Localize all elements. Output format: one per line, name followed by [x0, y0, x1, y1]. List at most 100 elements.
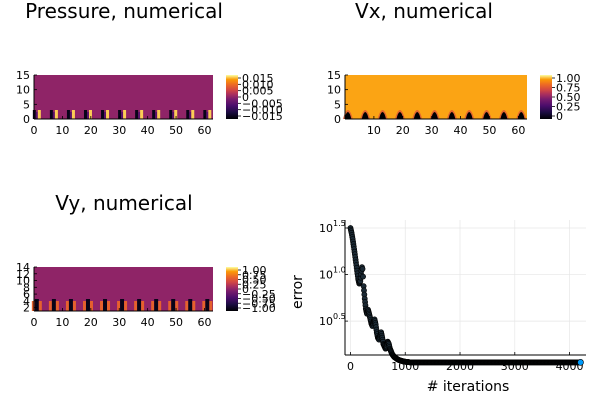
colorbar-tick-label: 0.50 [242, 274, 267, 287]
error-x-tick-label: 0 [347, 360, 354, 373]
vy-low-feature [188, 299, 193, 311]
panel-error: 0 1000 2000 3000 4000 10 1.510 1.010 0.5 # iter… [290, 219, 586, 395]
error-y-tick-exponent: 1.0 [333, 266, 346, 275]
vx-obstacle-feature [431, 112, 439, 119]
vy-low-feature [34, 299, 39, 311]
colorbar-tick-label: −0.25 [242, 288, 276, 301]
y-tick-label: 0 [23, 113, 30, 126]
pressure-mid-feature [189, 112, 192, 119]
vy-high-feature [209, 301, 213, 311]
x-tick-label: 40 [454, 124, 468, 137]
vy-low-feature [103, 299, 108, 311]
vy-high-feature [141, 301, 145, 311]
colorbar-tick-label: 0.75 [556, 82, 581, 95]
pressure-low-feature [203, 110, 207, 119]
vy-high-feature [175, 301, 179, 311]
colorbar-tick-label: 0.25 [556, 101, 581, 114]
pressure-high-feature [174, 110, 178, 119]
error-y-tick-exponent: 0.5 [333, 312, 346, 321]
pressure-mid-feature [206, 112, 209, 119]
vy-low-feature [137, 299, 142, 311]
x-tick-label: 50 [482, 124, 496, 137]
x-tick-label: 0 [31, 316, 38, 329]
pressure-low-feature [83, 110, 87, 119]
pressure-low-feature [49, 110, 53, 119]
x-tick-label: 0 [31, 124, 38, 137]
vy-low-feature [51, 299, 56, 311]
x-tick-label: 40 [141, 124, 155, 137]
x-tick-label: 50 [169, 124, 183, 137]
error-x-label: # iterations [427, 379, 510, 395]
pressure-high-feature [106, 110, 110, 119]
panel-pressure: Pressure, numerical 0 10 20 30 40 50 60 051015… [16, 0, 283, 137]
pressure-mid-feature [121, 112, 124, 119]
error-y-tick-base: 10 [319, 222, 333, 235]
pressure-low-feature [101, 110, 105, 119]
y-tick-label: 4 [23, 295, 30, 308]
vx-obstacle-feature [361, 112, 369, 119]
pressure-low-feature [135, 110, 139, 119]
colorbar-tick-label: 0.50 [556, 91, 581, 104]
pressure-high-feature [54, 110, 58, 119]
pressure-mid-feature [155, 112, 158, 119]
vy-high-feature [151, 301, 155, 311]
pressure-low-feature [66, 110, 70, 119]
pressure-mid-feature [104, 112, 107, 119]
pressure-low-feature [169, 110, 173, 119]
vy-high-feature [117, 301, 121, 311]
colorbar-tick-label: −0.010 [242, 104, 283, 117]
x-tick-label: 50 [169, 316, 183, 329]
x-tick-label: 60 [511, 124, 525, 137]
x-tick-label: 40 [141, 316, 155, 329]
y-tick-label: 14 [16, 261, 30, 274]
colorbar-tick-label: 1.00 [242, 264, 267, 277]
vy-high-feature [31, 301, 35, 311]
pressure-title: Pressure, numerical [25, 0, 223, 23]
vx-heatmap [342, 75, 527, 120]
error-points [347, 225, 584, 366]
vy-high-feature [202, 301, 206, 311]
error-grid [345, 220, 586, 355]
colorbar-tick-label: −0.015 [242, 110, 283, 123]
error-data-point [360, 273, 366, 280]
vx-colorbar: 1.000.750.500.250 [540, 72, 581, 123]
vx-obstacle-feature [344, 112, 352, 119]
vy-high-feature [89, 301, 93, 311]
vx-x-ticks: 10 20 30 40 50 60 [367, 116, 525, 137]
pressure-mid-feature [52, 112, 55, 119]
colorbar-tick-label: 0.015 [242, 72, 274, 85]
pressure-mid-feature [86, 112, 89, 119]
vy-low-feature [85, 299, 90, 311]
vy-low-feature [171, 299, 176, 311]
error-axes-frame [344, 220, 586, 356]
error-y-tick-base: 10 [319, 269, 333, 282]
pressure-high-feature [37, 110, 41, 119]
colorbar-tick-label: −0.005 [242, 97, 283, 110]
pressure-mid-feature [35, 112, 38, 119]
colorbar-tick-label: 0.010 [242, 78, 274, 91]
pressure-y-ticks: 0 510 15 [16, 69, 37, 126]
x-tick-label: 20 [84, 124, 98, 137]
colorbar-gradient [226, 75, 238, 119]
vx-obstacle-feature [483, 112, 491, 119]
pressure-heatmap [32, 75, 213, 120]
pressure-high-feature [88, 110, 92, 119]
vx-title: Vx, numerical [355, 0, 493, 23]
pressure-high-feature [157, 110, 161, 119]
vy-high-feature [100, 301, 104, 311]
colorbar-tick-label: 0 [242, 91, 249, 104]
vy-high-feature [38, 301, 42, 311]
y-tick-label: 15 [327, 69, 341, 82]
colorbar-tick-label: 0.005 [242, 85, 274, 98]
vy-colorbar: 1.000.750.500.250−0.25−0.50−0.75−1.00 [226, 264, 276, 315]
vy-high-feature [82, 301, 86, 311]
vy-heatmap [31, 267, 213, 312]
x-tick-label: 60 [197, 124, 211, 137]
colorbar-tick-label: −0.50 [242, 293, 276, 306]
pressure-mid-feature [138, 112, 141, 119]
vx-obstacle-feature [517, 112, 525, 119]
vy-low-feature [120, 299, 125, 311]
colorbar-tick-label: 0.75 [242, 269, 267, 282]
vy-high-feature [124, 301, 128, 311]
